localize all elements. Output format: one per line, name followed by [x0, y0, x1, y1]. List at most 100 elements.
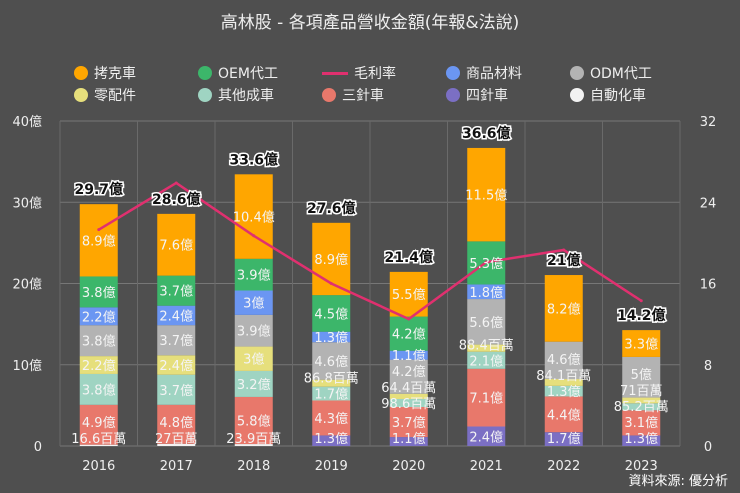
legend-label: 三針車 — [342, 88, 384, 104]
bar-segment-label: 3.8億 — [82, 285, 116, 301]
source-note: 資料來源: 優分析 — [628, 474, 728, 489]
bar-segment-label: 1.3億 — [547, 384, 581, 400]
bar-segment-label: 86.8百萬 — [304, 372, 359, 387]
legend-item[interactable]: 四針車 — [446, 86, 570, 104]
bar-segment-ODM代工 — [622, 356, 661, 398]
bar-segment-label: 3億 — [243, 352, 264, 368]
legend-item[interactable]: 商品材料 — [446, 64, 570, 82]
bar-segment-商品材料 — [312, 331, 351, 343]
bar-segment-label: 1.1億 — [392, 348, 426, 364]
x-tick-label: 2020 — [392, 459, 425, 474]
legend-label: OEM代工 — [218, 66, 278, 82]
bar-segment-label: 3.7億 — [159, 284, 193, 300]
bar-segment-四針車 — [622, 435, 661, 446]
bar-total-label: 28.6億 — [152, 191, 201, 208]
legend-item[interactable]: ODM代工 — [570, 64, 694, 82]
bar-segment-label: 2.4億 — [159, 308, 193, 324]
y-right-tick-label: 24 — [700, 196, 717, 211]
bar-segment-三針車 — [622, 410, 661, 436]
legend-label: 自動化車 — [590, 88, 646, 104]
bar-segment-label: 4.9億 — [82, 415, 116, 431]
bar-segment-自動化車 — [234, 444, 273, 446]
x-tick-label: 2023 — [625, 459, 658, 474]
gross-margin-point — [407, 317, 411, 321]
bar-segment-label: 3.1億 — [624, 415, 658, 431]
bar-segment-零配件 — [312, 379, 351, 387]
legend-item[interactable]: OEM代工 — [198, 64, 322, 82]
bar-segment-三針車 — [157, 404, 196, 444]
y-right-tick-label: 0 — [704, 440, 712, 455]
x-tick-label: 2022 — [547, 459, 580, 474]
bar-segment-自動化車 — [79, 444, 118, 446]
bar-total-label: 21億 — [547, 252, 580, 269]
legend-item[interactable]: 拷克車 — [74, 64, 198, 82]
bar-segment-商品材料 — [157, 305, 196, 326]
bar-segment-label: 1.7億 — [314, 387, 348, 403]
bar-segment-label: 4.8億 — [159, 415, 193, 431]
x-tick-label: 2019 — [315, 459, 348, 474]
bar-segment-label: 3.2億 — [237, 377, 271, 393]
bar-segment-其他成車 — [622, 403, 661, 411]
bar-segment-拷克車 — [79, 204, 118, 277]
y-left-tick-label: 20億 — [12, 277, 42, 293]
bar-segment-三針車 — [389, 407, 428, 438]
legend-item[interactable]: 三針車 — [322, 86, 446, 104]
bar-segment-零配件 — [157, 355, 196, 375]
bar-segment-四針車 — [389, 437, 428, 446]
legend-label: 四針車 — [466, 88, 508, 104]
bar-segment-label: 1.7億 — [547, 431, 581, 447]
bar-segment-ODM代工 — [157, 325, 196, 356]
y-right-tick-label: 16 — [700, 278, 717, 293]
bar-segment-label: 4.3億 — [314, 411, 348, 427]
gross-margin-point — [639, 299, 643, 303]
bar-segment-ODM代工 — [79, 325, 118, 357]
gross-margin-point — [97, 228, 101, 232]
bar-segment-label: 3.7億 — [392, 415, 426, 431]
bar-segment-label: 3億 — [243, 296, 264, 312]
bar-segment-label: 98.6百萬 — [381, 397, 436, 412]
gross-margin-line — [98, 181, 642, 321]
bar-total-label: 27.6億 — [307, 200, 356, 217]
bar-segment-label: 3.8億 — [82, 334, 116, 350]
gross-margin-point — [329, 282, 333, 285]
bar-segment-label: 4.6億 — [547, 352, 581, 368]
legend-marker — [570, 88, 584, 102]
bar-segment-零配件 — [467, 344, 506, 352]
bar-segment-label: 4.6億 — [314, 354, 348, 370]
bar-segment-label: 88.4百萬 — [459, 338, 514, 353]
bar-segment-label: 8.9億 — [82, 233, 116, 249]
bar-segment-三針車 — [467, 368, 506, 427]
bar-segment-label: 23.9百萬 — [226, 432, 281, 447]
legend-label: 商品材料 — [466, 66, 522, 82]
bar-segment-四針車 — [544, 432, 583, 446]
gross-margin-point — [562, 248, 566, 252]
bar-segment-label: 10.4億 — [233, 210, 275, 226]
bar-segment-其他成車 — [312, 386, 351, 401]
bar-segment-四針車 — [312, 435, 351, 446]
bar-segment-label: 4.2億 — [392, 364, 426, 380]
bar-total-label: 36.6億 — [462, 125, 511, 142]
legend-marker — [322, 71, 348, 75]
bar-segment-label: 3.8億 — [82, 382, 116, 398]
legend-item[interactable]: 其他成車 — [198, 86, 322, 104]
bar-segment-label: 2.2億 — [82, 309, 116, 325]
bar-segment-拷克車 — [467, 147, 506, 242]
legend-item[interactable]: 毛利率 — [322, 64, 446, 82]
bar-total-label: 29.7億 — [74, 181, 123, 198]
x-tick-label: 2021 — [470, 459, 503, 474]
chart-title: 高林股 - 各項產品營收金額(年報&法說) — [220, 13, 520, 33]
bar-segment-OEM代工 — [312, 295, 351, 332]
bar-segment-三針車 — [312, 400, 351, 436]
legend-item[interactable]: 自動化車 — [570, 86, 694, 104]
bar-segment-label: 16.6百萬 — [71, 432, 126, 447]
bar-segment-label: 4.5億 — [314, 306, 348, 322]
bar-segment-其他成車 — [157, 374, 196, 405]
bar-segment-OEM代工 — [389, 316, 428, 351]
bar-segment-label: 8.9億 — [314, 252, 348, 268]
bar-segment-拷克車 — [544, 275, 583, 342]
bar-segment-其他成車 — [544, 385, 583, 397]
bar-segment-商品材料 — [389, 350, 428, 360]
legend-item[interactable]: 零配件 — [74, 86, 198, 104]
bar-segment-label: 1.3億 — [624, 431, 658, 447]
